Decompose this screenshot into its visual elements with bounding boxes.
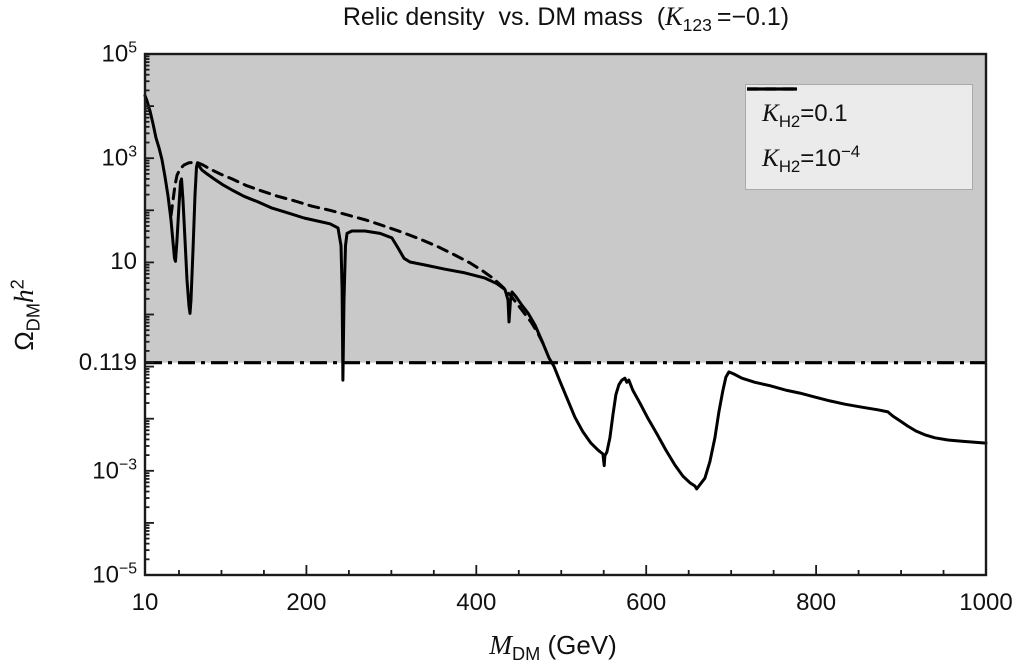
x-tick-label: 10 bbox=[131, 589, 159, 616]
curve-dashed bbox=[169, 160, 545, 345]
y-axis-label: ΩDMh2 bbox=[7, 279, 44, 351]
y-tick-label: 0.119 bbox=[78, 348, 137, 376]
y-tick-label: 10−5 bbox=[92, 560, 137, 589]
legend-entry-dashed: KH2=10−4 bbox=[747, 87, 972, 177]
x-tick-label: 600 bbox=[626, 589, 667, 616]
dashed-line-sample bbox=[747, 87, 797, 91]
x-axis-label: MDM (GeV) bbox=[489, 630, 617, 665]
y-tick-label: 105 bbox=[101, 39, 137, 68]
kappa-symbol: K bbox=[665, 2, 683, 31]
curves bbox=[143, 94, 988, 491]
x-tick-label: 1000 bbox=[959, 589, 1013, 616]
legend: KH2=0.1 KH2=10−4 bbox=[745, 84, 973, 190]
legend-label: KH2=0.1 bbox=[762, 100, 848, 131]
chart-title: Relic density vs. DM mass (K123 =−0.1) bbox=[342, 2, 790, 35]
x-tick-label: 400 bbox=[456, 589, 497, 616]
x-tick-label: 800 bbox=[796, 589, 837, 616]
y-tick-label: 10 bbox=[110, 248, 137, 276]
curve-solid bbox=[143, 94, 988, 491]
plot-frame bbox=[143, 52, 988, 577]
y-tick-label: 10−3 bbox=[92, 456, 137, 485]
y-tick-label: 103 bbox=[101, 143, 137, 172]
legend-entry-solid: KH2=0.1 bbox=[747, 87, 972, 132]
legend-label: KH2=10−4 bbox=[762, 142, 861, 176]
x-tick-label: 200 bbox=[286, 589, 327, 616]
